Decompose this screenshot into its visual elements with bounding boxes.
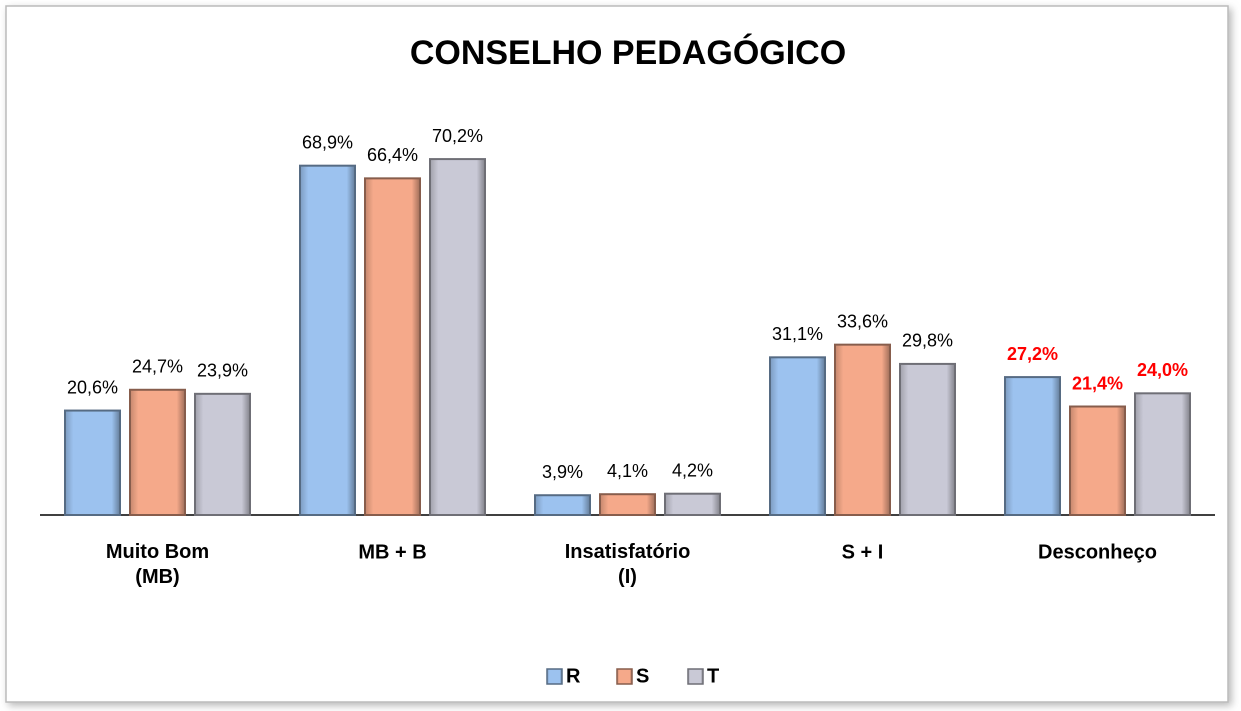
data-label: 66,4% [367,145,418,165]
bar [769,356,826,516]
data-label: 70,2% [432,126,483,146]
data-label: 23,9% [197,361,248,381]
bar [599,493,656,517]
x-tick-label: S + I [842,541,884,563]
legend-label: T [707,665,719,687]
x-tick-label: Desconheço [1038,541,1157,563]
x-tick-label: Insatisfatório (I) [565,541,691,588]
x-tick-label: MB + B [358,541,426,563]
data-label: 33,6% [837,311,888,331]
bar [64,409,121,517]
data-label: 29,8% [902,331,953,351]
bar [1069,405,1126,517]
chart-frame [5,5,1229,703]
legend-swatch [687,668,704,685]
legend-swatch [616,668,633,685]
data-label: 3,9% [542,462,583,482]
legend-swatch [546,668,563,685]
bar [664,492,721,516]
bar [129,388,186,516]
bar [1134,392,1191,517]
chart-title: CONSELHO PEDAGÓGICO [410,34,846,72]
data-label: 31,1% [772,324,823,344]
bar [1004,376,1061,517]
legend-label: R [566,665,581,687]
data-label: 4,1% [607,461,648,481]
data-label: 20,6% [67,377,118,397]
data-label: 24,0% [1137,360,1188,380]
x-tick-label: Muito Bom (MB) [106,541,209,588]
legend-label: S [636,665,649,687]
data-label: 21,4% [1072,373,1123,393]
bar [364,177,421,517]
data-label: 4,2% [672,460,713,480]
bar [194,392,251,516]
bar [429,158,486,516]
bar [899,362,956,516]
data-label: 68,9% [302,132,353,152]
bar [834,343,891,517]
bar [299,164,356,516]
data-label: 24,7% [132,357,183,377]
bar [534,494,591,516]
data-label: 27,2% [1007,344,1058,364]
